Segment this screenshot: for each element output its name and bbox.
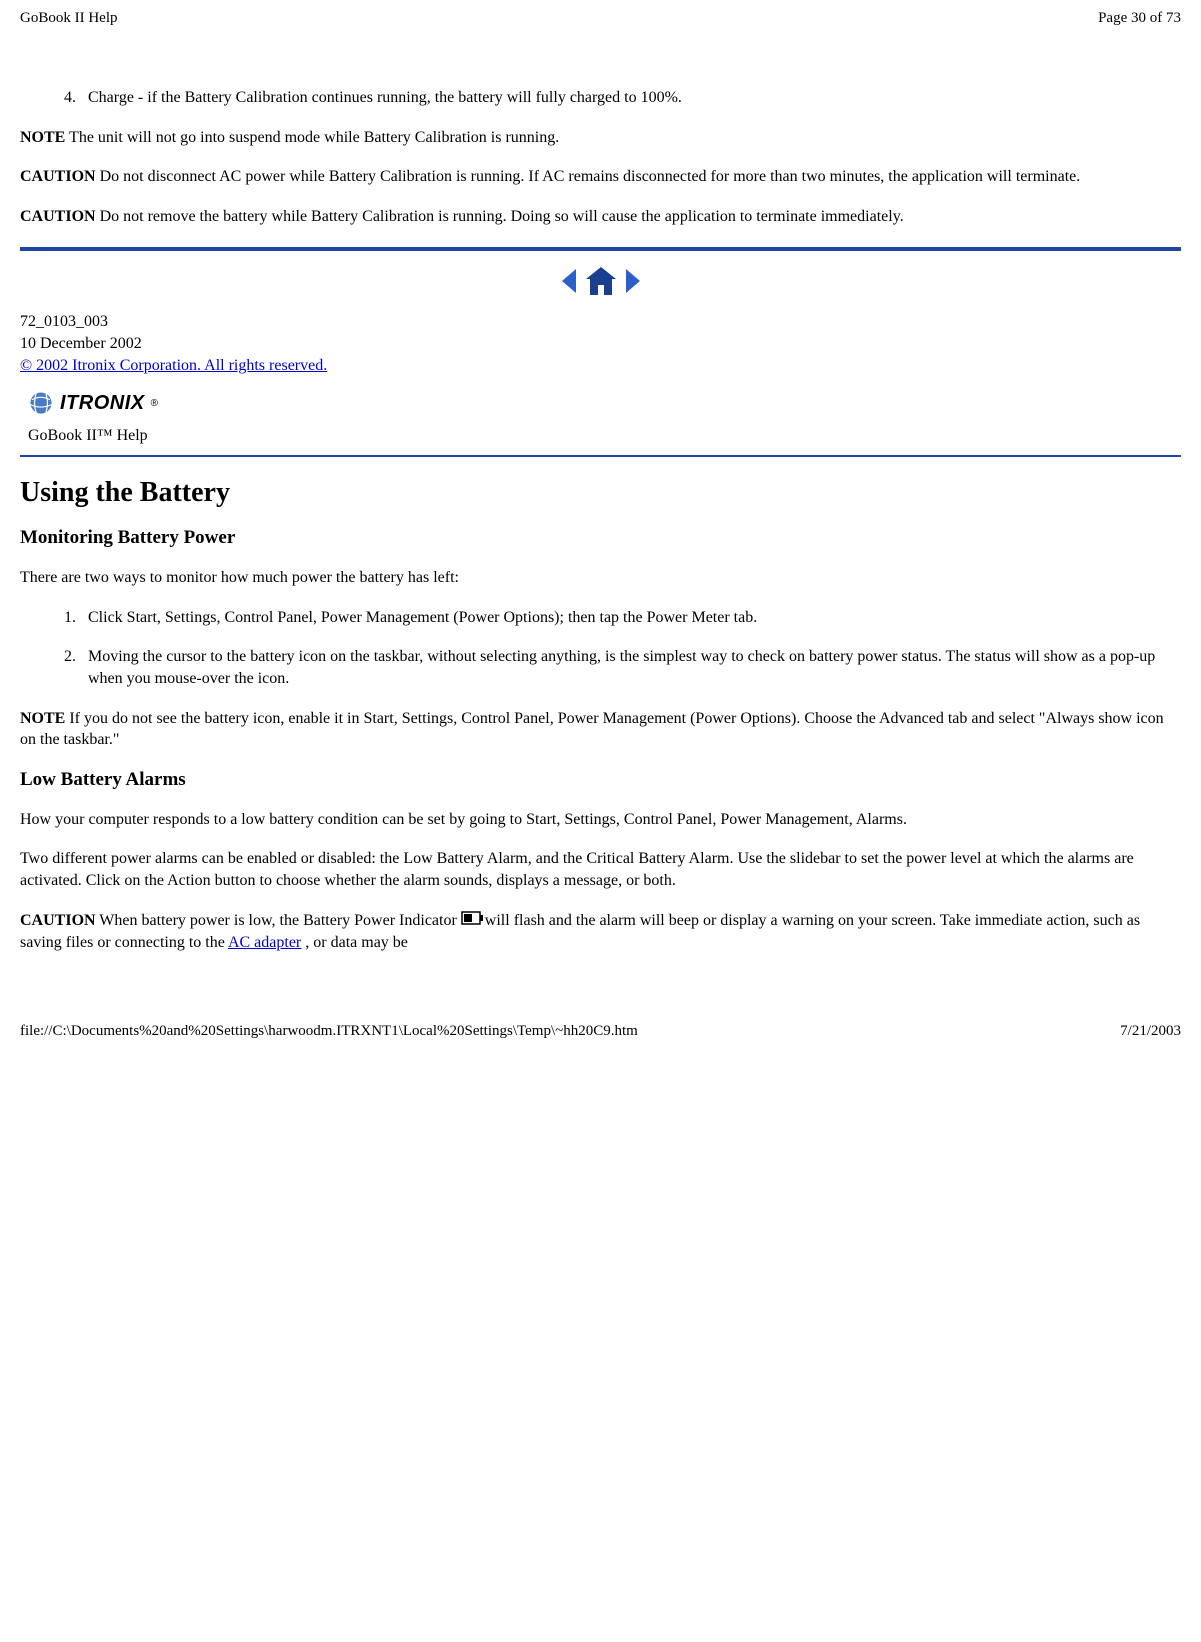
caution-label: CAUTION [20,208,96,225]
paragraph: How your computer responds to a low batt… [20,809,1181,831]
monitor-list: Click Start, Settings, Control Panel, Po… [20,607,1181,690]
doc-meta: 72_0103_003 10 December 2002 © 2002 Itro… [20,311,1181,376]
note-text: The unit will not go into suspend mode w… [65,129,559,146]
help-title: GoBook II™ Help [20,425,1181,451]
header-left: GoBook II Help [20,10,118,27]
copyright-link[interactable]: © 2002 Itronix Corporation. All rights r… [20,357,327,374]
nav-prev-icon[interactable] [560,267,580,295]
registered-mark: ® [151,398,158,409]
ac-adapter-link[interactable]: AC adapter [228,934,301,951]
caution-text: Do not remove the battery while Battery … [96,208,904,225]
caution-pre: When battery power is low, the Battery P… [96,912,461,929]
list-item: Charge - if the Battery Calibration cont… [80,87,1181,109]
divider [20,247,1181,251]
caution-paragraph: CAUTION Do not remove the battery while … [20,206,1181,228]
brand-logo: ITRONIX ® [20,376,1181,425]
charge-list: Charge - if the Battery Calibration cont… [20,87,1181,109]
list-item: Moving the cursor to the battery icon on… [80,646,1181,689]
note-paragraph: NOTE The unit will not go into suspend m… [20,127,1181,149]
note-paragraph: NOTE If you do not see the battery icon,… [20,708,1181,751]
note-label: NOTE [20,710,65,727]
paragraph: Two different power alarms can be enable… [20,848,1181,891]
caution-label: CAUTION [20,168,96,185]
caution-paragraph: CAUTION When battery power is low, the B… [20,910,1181,954]
doc-date: 10 December 2002 [20,333,1181,355]
paragraph: There are two ways to monitor how much p… [20,567,1181,589]
section-heading: Low Battery Alarms [20,769,1181,791]
caution-paragraph: CAUTION Do not disconnect AC power while… [20,166,1181,188]
globe-icon [28,390,54,416]
caution-tail: , or data may be [301,934,408,951]
nav-next-icon[interactable] [622,267,642,295]
header-right: Page 30 of 73 [1098,10,1181,27]
caution-label: CAUTION [20,912,96,929]
note-text: If you do not see the battery icon, enab… [20,710,1164,749]
note-label: NOTE [20,129,65,146]
section-heading: Monitoring Battery Power [20,527,1181,549]
nav-icons [20,265,1181,297]
brand-text: ITRONIX [60,392,145,415]
list-item: Click Start, Settings, Control Panel, Po… [80,607,1181,629]
footer-right: 7/21/2003 [1120,1023,1181,1040]
page-title: Using the Battery [20,477,1181,509]
doc-id: 72_0103_003 [20,311,1181,333]
footer-left: file://C:\Documents%20and%20Settings\har… [20,1023,638,1040]
battery-icon [461,910,485,932]
divider [20,455,1181,457]
nav-home-icon[interactable] [584,265,618,297]
caution-text: Do not disconnect AC power while Battery… [96,168,1081,185]
